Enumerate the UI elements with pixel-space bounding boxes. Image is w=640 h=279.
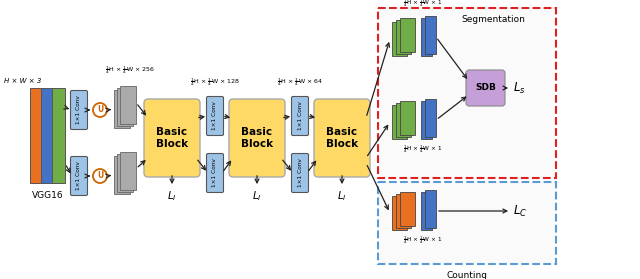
Text: SDB: SDB: [475, 83, 496, 93]
Circle shape: [93, 103, 107, 117]
Text: Counting: Counting: [447, 271, 488, 279]
FancyBboxPatch shape: [466, 70, 505, 106]
Text: $L_C$: $L_C$: [513, 203, 527, 218]
Bar: [396, 103, 411, 137]
Text: $\frac{1}{4}$H × $\frac{1}{4}$W × 1: $\frac{1}{4}$H × $\frac{1}{4}$W × 1: [403, 0, 442, 9]
FancyBboxPatch shape: [207, 153, 223, 193]
Text: $\frac{1}{4}$H × $\frac{1}{4}$W × 128: $\frac{1}{4}$H × $\frac{1}{4}$W × 128: [190, 76, 240, 88]
Bar: [396, 20, 411, 54]
Bar: [425, 99, 436, 137]
FancyBboxPatch shape: [378, 8, 556, 178]
Bar: [392, 105, 407, 139]
Bar: [400, 18, 415, 52]
Text: VGG16: VGG16: [32, 191, 63, 200]
Bar: [421, 101, 432, 139]
Bar: [41, 88, 54, 183]
Text: $\frac{1}{4}$H × $\frac{1}{4}$W × 1: $\frac{1}{4}$H × $\frac{1}{4}$W × 1: [403, 234, 442, 246]
Bar: [114, 90, 130, 128]
Text: $\frac{1}{4}$H × $\frac{1}{4}$W × 256: $\frac{1}{4}$H × $\frac{1}{4}$W × 256: [105, 64, 155, 76]
Text: H × W × 3: H × W × 3: [4, 78, 42, 84]
Text: 1×1 Conv: 1×1 Conv: [298, 102, 303, 131]
Text: 1×1 Conv: 1×1 Conv: [298, 158, 303, 187]
Text: U: U: [97, 105, 103, 114]
FancyBboxPatch shape: [314, 99, 370, 177]
Text: $L_I$: $L_I$: [167, 189, 177, 203]
FancyBboxPatch shape: [144, 99, 200, 177]
Text: $L_s$: $L_s$: [513, 80, 525, 95]
Bar: [120, 152, 136, 190]
Text: 1×1 Conv: 1×1 Conv: [212, 158, 218, 187]
Bar: [52, 88, 65, 183]
Text: Basic
Block: Basic Block: [156, 127, 188, 149]
FancyBboxPatch shape: [70, 90, 88, 129]
Text: U: U: [97, 172, 103, 181]
Text: Segmentation: Segmentation: [462, 15, 525, 24]
Bar: [421, 18, 432, 56]
FancyBboxPatch shape: [378, 182, 556, 264]
Bar: [421, 192, 432, 230]
Text: 1×1 Conv: 1×1 Conv: [77, 96, 81, 124]
FancyBboxPatch shape: [70, 157, 88, 196]
Text: Basic
Block: Basic Block: [241, 127, 273, 149]
Bar: [400, 101, 415, 135]
FancyBboxPatch shape: [291, 97, 308, 136]
Bar: [425, 190, 436, 228]
Text: 1×1 Conv: 1×1 Conv: [212, 102, 218, 131]
Text: Basic
Block: Basic Block: [326, 127, 358, 149]
Bar: [114, 156, 130, 194]
Bar: [30, 88, 43, 183]
Bar: [400, 192, 415, 226]
Text: $L_I$: $L_I$: [252, 189, 262, 203]
FancyBboxPatch shape: [207, 97, 223, 136]
Bar: [396, 194, 411, 228]
FancyBboxPatch shape: [291, 153, 308, 193]
Bar: [117, 154, 133, 192]
Text: $\frac{1}{4}$H × $\frac{1}{4}$W × 64: $\frac{1}{4}$H × $\frac{1}{4}$W × 64: [277, 76, 323, 88]
Text: $\frac{1}{4}$H × $\frac{1}{4}$W × 1: $\frac{1}{4}$H × $\frac{1}{4}$W × 1: [403, 143, 442, 155]
Text: 1×1 Conv: 1×1 Conv: [77, 162, 81, 191]
Bar: [392, 22, 407, 56]
Circle shape: [93, 169, 107, 183]
Bar: [117, 88, 133, 126]
Bar: [120, 86, 136, 124]
Bar: [425, 16, 436, 54]
FancyBboxPatch shape: [229, 99, 285, 177]
Bar: [392, 196, 407, 230]
Text: $L_I$: $L_I$: [337, 189, 347, 203]
